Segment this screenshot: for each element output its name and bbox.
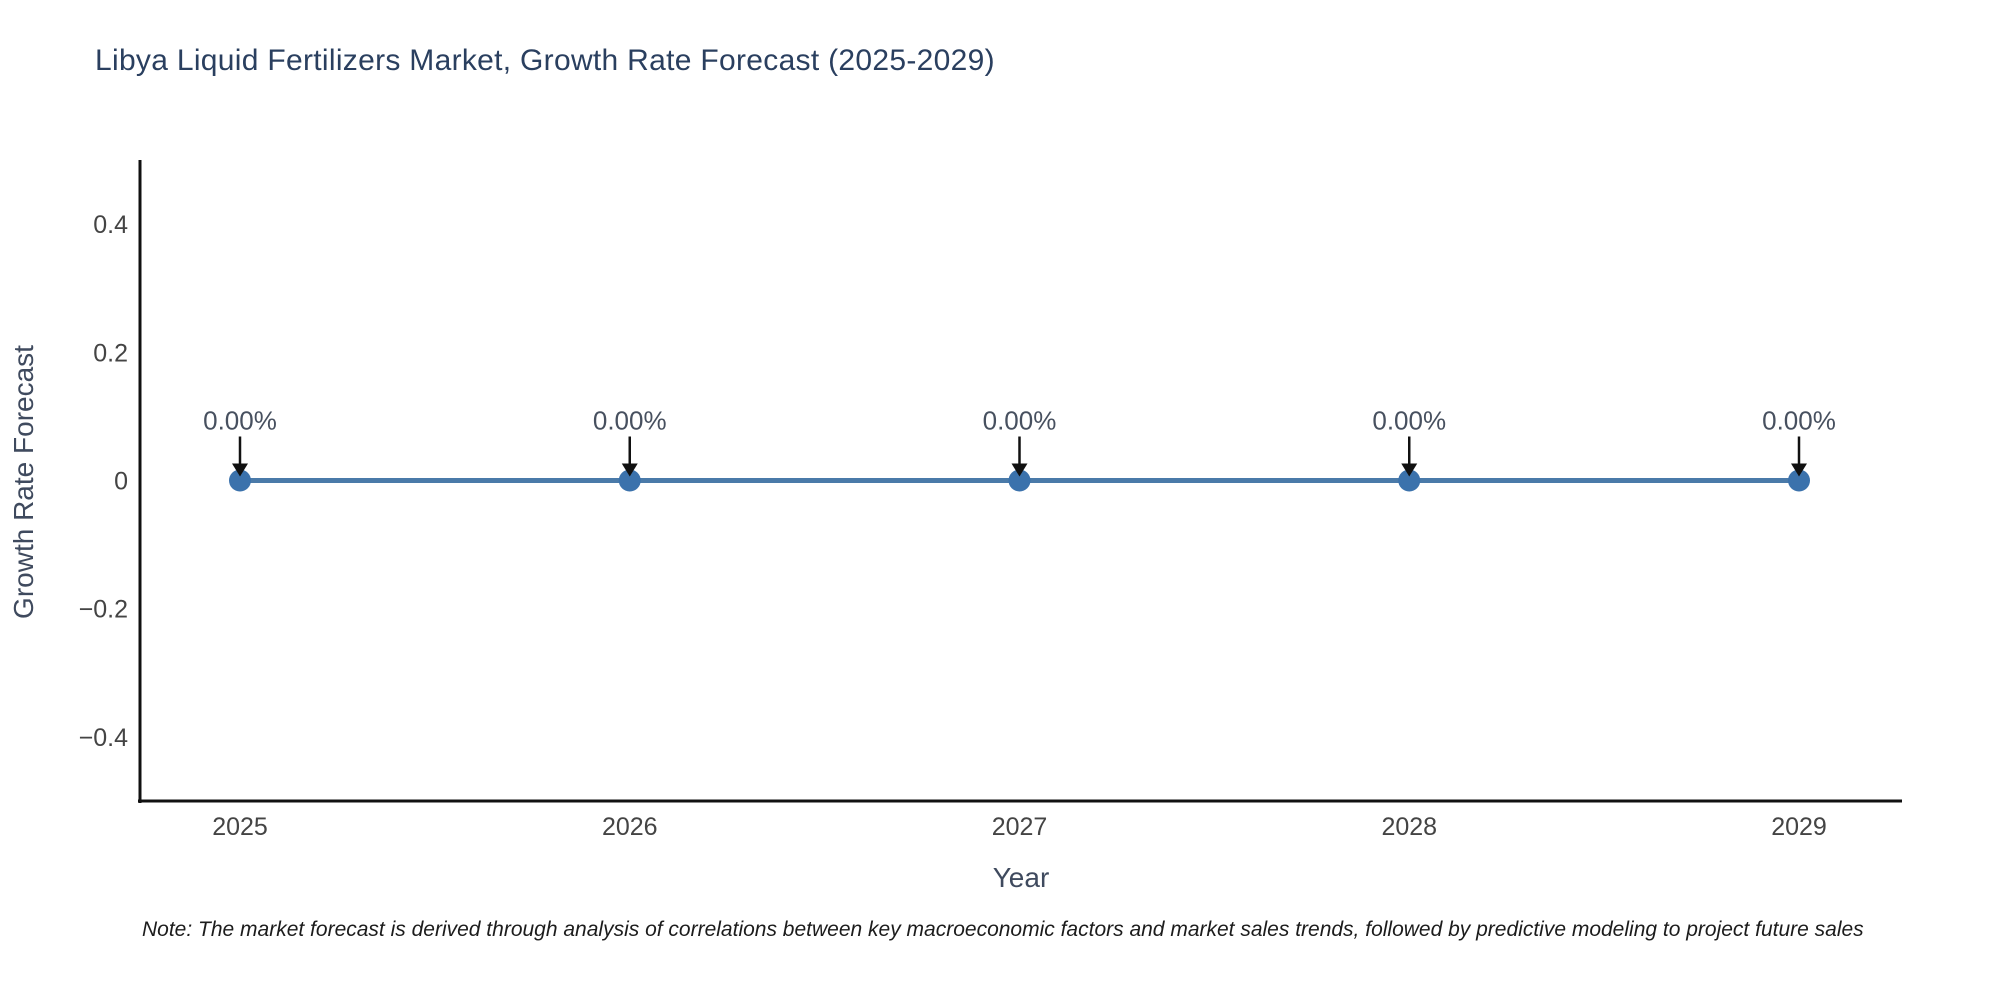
data-point-marker: [1398, 469, 1421, 492]
y-tick-label: 0.4: [93, 211, 128, 239]
annotation-arrow-head: [232, 463, 248, 477]
data-point-marker: [1788, 469, 1810, 492]
data-point-label: 0.00%: [203, 406, 277, 436]
chart-title: Libya Liquid Fertilizers Market, Growth …: [95, 44, 995, 77]
x-axis-title: Year: [992, 862, 1050, 893]
annotation-arrow-head: [1791, 463, 1807, 477]
chart-note: Note: The market forecast is derived thr…: [142, 918, 1864, 941]
annotation-arrow-head: [621, 463, 638, 477]
data-point-marker: [229, 469, 251, 492]
data-point-marker: [618, 469, 641, 492]
x-tick-label: 2025: [212, 813, 268, 841]
data-point-label: 0.00%: [1762, 406, 1836, 436]
y-tick-label: −0.4: [79, 724, 128, 752]
y-tick-label: 0: [114, 468, 128, 496]
x-tick-label: 2026: [602, 813, 658, 841]
data-point-label: 0.00%: [1372, 406, 1446, 436]
x-tick-label: 2028: [1381, 813, 1437, 841]
data-point-marker: [1008, 469, 1031, 492]
y-tick-label: 0.2: [93, 339, 128, 367]
y-tick-label: −0.2: [79, 596, 128, 624]
x-tick-label: 2027: [992, 813, 1048, 841]
annotation-arrow-head: [1401, 463, 1418, 477]
x-tick-label: 2029: [1771, 813, 1827, 841]
data-point-label: 0.00%: [593, 406, 667, 436]
annotation-arrow-head: [1011, 463, 1028, 477]
data-point-label: 0.00%: [983, 406, 1057, 436]
